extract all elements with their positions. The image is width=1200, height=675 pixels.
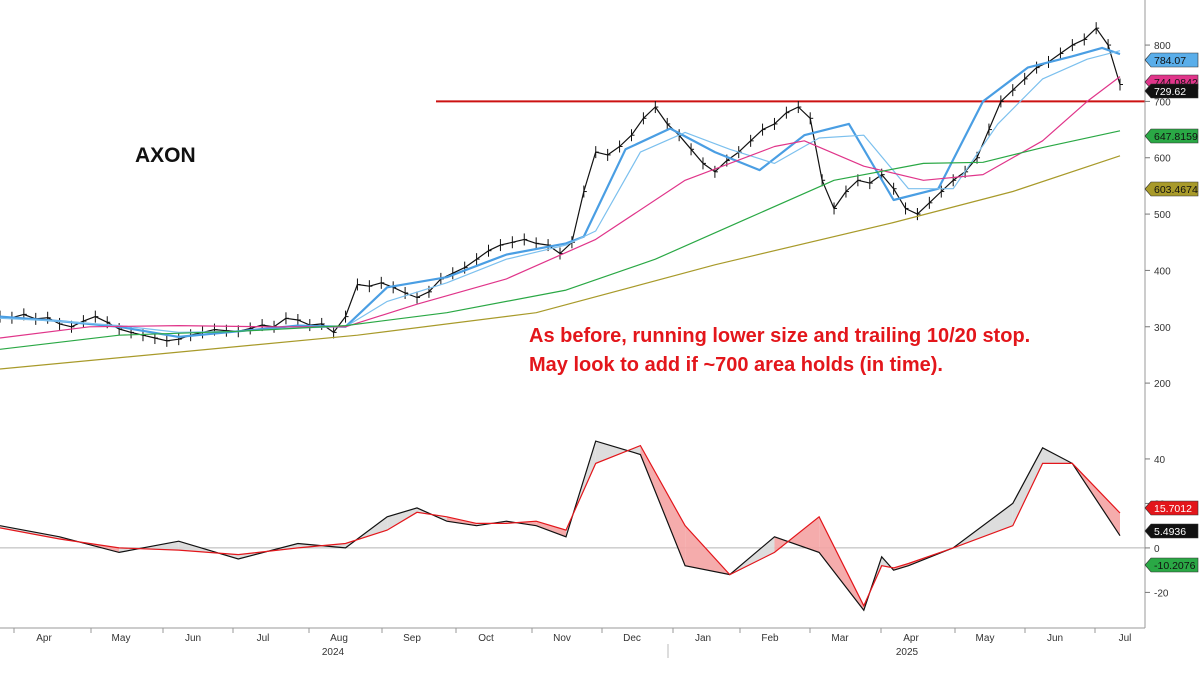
osc-fill <box>1012 447 1043 526</box>
oscillator-panel <box>0 440 1145 612</box>
price-tag: 729.62 <box>1144 83 1199 99</box>
y-tick-label: 500 <box>1154 210 1171 221</box>
series-ma50 <box>0 76 1121 339</box>
x-month-label: Apr <box>36 633 52 644</box>
y-tick-label: 300 <box>1154 323 1171 334</box>
series-signal <box>0 444 1121 608</box>
tag-label: 647.8159 <box>1154 131 1198 143</box>
tag-label: 784.07 <box>1154 55 1186 67</box>
x-month-label: May <box>112 633 131 644</box>
x-month-label: Oct <box>478 633 494 644</box>
axis-layer: 200300400500600700800-2002040AprMayJunJu… <box>0 0 1171 658</box>
osc-fill <box>595 441 641 464</box>
x-month-label: Jul <box>1119 633 1132 644</box>
x-month-label: Jan <box>695 633 711 644</box>
tag-label: 729.62 <box>1154 86 1186 98</box>
x-month-label: Dec <box>623 633 641 644</box>
annotation-line-2: May look to add if ~700 area holds (in t… <box>529 354 943 376</box>
price-tag: 784.07 <box>1144 52 1199 68</box>
tag-box <box>1144 128 1199 144</box>
osc-fill <box>387 507 418 531</box>
x-month-label: Aug <box>330 633 348 644</box>
x-month-label: Apr <box>903 633 919 644</box>
y-tick-label: 400 <box>1154 266 1171 277</box>
osc-fill <box>640 445 686 566</box>
series-ma20 <box>0 50 1121 333</box>
series-price <box>0 106 918 342</box>
y-tick-label: 600 <box>1154 154 1171 165</box>
price-tag: 647.8159 <box>1144 128 1199 144</box>
osc-fill <box>774 516 820 553</box>
series-ma10 <box>0 46 1121 338</box>
osc-tick-label: 40 <box>1154 455 1166 466</box>
x-month-label: Mar <box>831 633 849 644</box>
x-month-label: Feb <box>761 633 779 644</box>
tag-box <box>1144 500 1199 516</box>
osc-tag: -10.2076 <box>1144 557 1199 573</box>
tag-label: 603.4674 <box>1154 184 1198 196</box>
osc-tag: 5.4936 <box>1144 523 1199 539</box>
y-tick-label: 800 <box>1154 41 1171 52</box>
series-oscillator <box>0 440 1121 612</box>
price-tag: 603.4674 <box>1144 181 1199 197</box>
x-month-label: Jul <box>257 633 270 644</box>
tag-box <box>1144 181 1199 197</box>
x-month-label: Nov <box>553 633 571 644</box>
x-month-label: May <box>976 633 995 644</box>
series-ma100 <box>0 130 1121 350</box>
chart-title: AXON <box>135 144 196 167</box>
x-month-label: Jun <box>1047 633 1063 644</box>
price-panel <box>0 22 1145 370</box>
tag-label: 5.4936 <box>1154 526 1186 538</box>
tag-label: 15.7012 <box>1154 503 1192 515</box>
osc-tag: 15.7012 <box>1144 500 1199 516</box>
osc-fill <box>536 521 566 537</box>
y-tick-label: 700 <box>1154 97 1171 108</box>
osc-tick-label: 0 <box>1154 544 1160 555</box>
tag-box <box>1144 557 1199 573</box>
x-year-label: 2025 <box>896 647 919 658</box>
tag-box <box>1144 523 1199 539</box>
y-tick-label: 200 <box>1154 379 1171 390</box>
tag-box <box>1144 83 1199 99</box>
x-month-label: Jun <box>185 633 201 644</box>
annotation-line-1: As before, running lower size and traili… <box>529 325 1031 347</box>
tag-label: -10.2076 <box>1154 560 1196 572</box>
tag-box <box>1144 52 1199 68</box>
x-year-label: 2024 <box>322 647 345 658</box>
series-ma200 <box>0 155 1121 370</box>
osc-tick-label: -20 <box>1154 588 1169 599</box>
osc-fill <box>297 543 346 548</box>
tag-layer: 784.07744.0842729.62647.8159603.467415.7… <box>1144 52 1199 573</box>
series-price-2025 <box>916 27 1121 215</box>
x-month-label: Sep <box>403 633 421 644</box>
